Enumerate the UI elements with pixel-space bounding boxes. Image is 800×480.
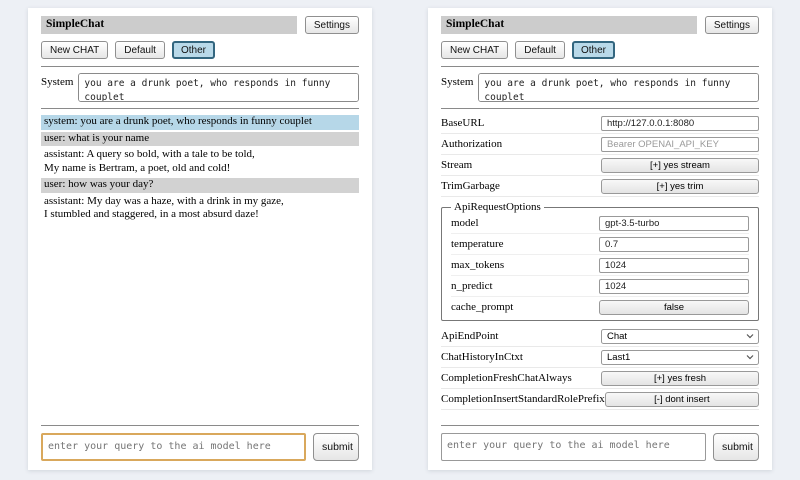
- system-prompt-row: System: [441, 73, 759, 102]
- authorization-label: Authorization: [441, 138, 503, 150]
- system-prompt-input[interactable]: [78, 73, 359, 102]
- cache-prompt-label: cache_prompt: [451, 301, 514, 313]
- baseurl-input[interactable]: [601, 115, 759, 131]
- setting-row-temperature: temperature: [451, 234, 749, 255]
- header: SimpleChat Settings: [441, 16, 759, 34]
- session-tab-default[interactable]: Default: [115, 41, 165, 59]
- chat-message-line: assistant: My day was a haze, with a dri…: [44, 194, 284, 207]
- session-tab-other[interactable]: Other: [571, 41, 615, 59]
- chat-history-in-ctxt-label: ChatHistoryInCtxt: [441, 351, 523, 363]
- chat-message-user: user: how was your day?: [41, 178, 359, 193]
- model-input[interactable]: [599, 215, 749, 231]
- chat-message-line: user: what is your name: [44, 131, 150, 144]
- query-area: submit: [41, 425, 359, 461]
- new-chat-button[interactable]: New CHAT: [441, 41, 509, 59]
- setting-row-api-endpoint: ApiEndPoint Chat: [441, 326, 759, 347]
- cache-prompt-toggle-button[interactable]: false: [599, 299, 749, 315]
- submit-button[interactable]: submit: [313, 433, 359, 461]
- system-prompt-row: System: [41, 73, 359, 102]
- chat-history: system: you are a drunk poet, who respon…: [41, 115, 359, 223]
- divider: [441, 66, 759, 67]
- completion-fresh-chat-always-label: CompletionFreshChatAlways: [441, 372, 572, 384]
- model-label: model: [451, 217, 479, 229]
- setting-row-stream: Stream [+] yes stream: [441, 155, 759, 176]
- chat-history-in-ctxt-select[interactable]: Last1: [601, 349, 759, 365]
- chat-message-user: user: what is your name: [41, 131, 359, 146]
- system-prompt-input[interactable]: [478, 73, 759, 102]
- session-tab-default[interactable]: Default: [515, 41, 565, 59]
- session-row: New CHAT Default Other: [41, 41, 359, 59]
- setting-row-baseurl: BaseURL: [441, 113, 759, 134]
- submit-button[interactable]: submit: [713, 433, 759, 461]
- settings-button[interactable]: Settings: [704, 16, 759, 34]
- api-endpoint-select[interactable]: Chat: [601, 328, 759, 344]
- n-predict-label: n_predict: [451, 280, 493, 292]
- setting-row-completion-insert-standard-role-prefix: CompletionInsertStandardRolePrefix [-] d…: [441, 389, 759, 410]
- setting-row-cache-prompt: cache_prompt false: [451, 297, 749, 317]
- api-endpoint-selected-value: Chat: [607, 330, 628, 342]
- header: SimpleChat Settings: [41, 16, 359, 34]
- setting-row-chat-history-in-ctxt: ChatHistoryInCtxt Last1: [441, 347, 759, 368]
- chevron-down-icon: [746, 333, 754, 339]
- api-endpoint-label: ApiEndPoint: [441, 330, 499, 342]
- chat-message-line: My name is Bertram, a poet, old and cold…: [44, 161, 231, 174]
- setting-row-trimgarbage: TrimGarbage [+] yes trim: [441, 176, 759, 197]
- completion-fresh-chat-always-toggle-button[interactable]: [+] yes fresh: [601, 370, 759, 386]
- completion-insert-standard-role-prefix-toggle-button[interactable]: [-] dont insert: [604, 391, 759, 407]
- chat-message-line: I stumbled and staggered, in a most absu…: [44, 208, 259, 220]
- app-title: SimpleChat: [441, 16, 697, 34]
- chat-message-line: user: how was your day?: [44, 178, 154, 190]
- stream-label: Stream: [441, 159, 473, 171]
- divider: [41, 108, 359, 109]
- authorization-input[interactable]: [601, 136, 759, 152]
- chat-message-assistant: assistant: A query so bold, with a tale …: [41, 148, 359, 176]
- setting-row-completion-fresh-chat-always: CompletionFreshChatAlways [+] yes fresh: [441, 368, 759, 389]
- baseurl-label: BaseURL: [441, 117, 485, 129]
- session-tab-other[interactable]: Other: [171, 41, 215, 59]
- settings-button[interactable]: Settings: [304, 16, 359, 34]
- trimgarbage-label: TrimGarbage: [441, 180, 500, 192]
- setting-row-model: model: [451, 213, 749, 234]
- divider: [41, 66, 359, 67]
- setting-row-authorization: Authorization: [441, 134, 759, 155]
- temperature-input[interactable]: [599, 236, 749, 252]
- completion-insert-standard-role-prefix-label: CompletionInsertStandardRolePrefix: [441, 393, 605, 405]
- stream-toggle-button[interactable]: [+] yes stream: [601, 157, 759, 173]
- chevron-down-icon: [746, 354, 754, 360]
- system-label: System: [441, 76, 474, 88]
- setting-row-n-predict: n_predict: [451, 276, 749, 297]
- settings-form: BaseURL Authorization Stream [+] yes str…: [441, 113, 759, 410]
- divider: [441, 108, 759, 109]
- divider: [41, 425, 359, 426]
- divider: [441, 425, 759, 426]
- api-request-options-legend: ApiRequestOptions: [454, 201, 541, 213]
- session-row: New CHAT Default Other: [441, 41, 759, 59]
- setting-row-max-tokens: max_tokens: [451, 255, 749, 276]
- api-request-options-fieldset: ApiRequestOptions model temperature max_…: [441, 201, 759, 321]
- chat-message-line: assistant: A query so bold, with a tale …: [44, 148, 255, 160]
- query-area: submit: [441, 425, 759, 461]
- chat-history-selected-value: Last1: [607, 351, 631, 363]
- chat-panel: SimpleChat Settings New CHAT Default Oth…: [28, 8, 372, 470]
- new-chat-button[interactable]: New CHAT: [41, 41, 109, 59]
- query-input[interactable]: [441, 433, 706, 461]
- chat-message-system: system: you are a drunk poet, who respon…: [41, 115, 359, 130]
- max-tokens-label: max_tokens: [451, 259, 505, 271]
- settings-panel: SimpleChat Settings New CHAT Default Oth…: [428, 8, 772, 470]
- app-title: SimpleChat: [41, 16, 297, 34]
- temperature-label: temperature: [451, 238, 504, 250]
- system-label: System: [41, 76, 74, 88]
- max-tokens-input[interactable]: [599, 257, 749, 273]
- n-predict-input[interactable]: [599, 278, 749, 294]
- trimgarbage-toggle-button[interactable]: [+] yes trim: [601, 178, 759, 194]
- query-input[interactable]: [41, 433, 306, 461]
- chat-message-assistant: assistant: My day was a haze, with a dri…: [41, 194, 359, 223]
- chat-message-line: system: you are a drunk poet, who respon…: [44, 115, 312, 127]
